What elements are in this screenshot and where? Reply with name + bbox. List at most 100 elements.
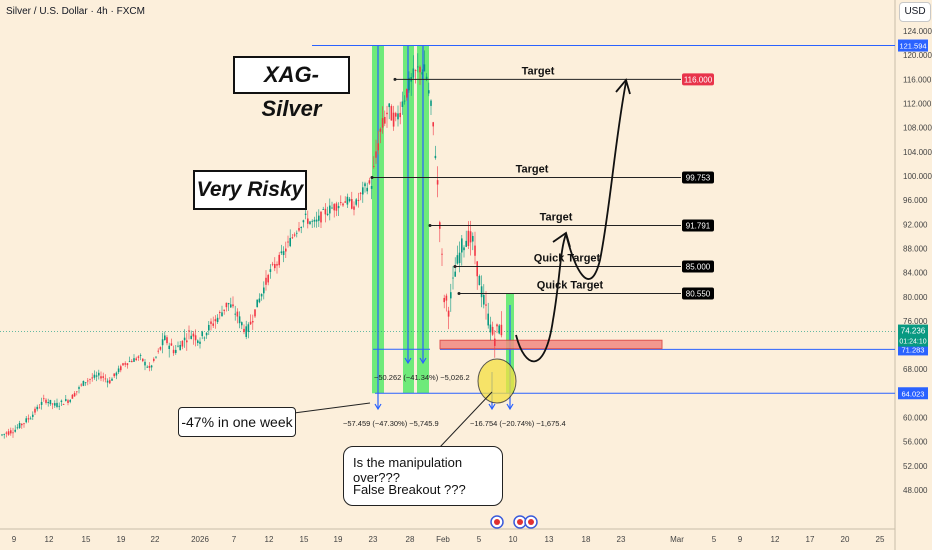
target-anchor: [370, 175, 374, 179]
candle-body: [434, 155, 437, 159]
y-tick-label: 48.000: [903, 486, 928, 495]
candle-body: [203, 337, 206, 339]
candle-body: [245, 326, 247, 337]
y-tick-label: 80.000: [903, 293, 928, 302]
y-tick-label: 96.000: [903, 196, 928, 205]
candle-body: [318, 215, 320, 221]
candle-body: [265, 277, 267, 285]
candle-body: [436, 180, 439, 185]
candle-body: [291, 237, 294, 239]
candle-body: [333, 204, 335, 211]
candle-body: [80, 384, 82, 386]
candle-body: [69, 400, 71, 402]
target-price-badge: [682, 287, 714, 300]
candle-body: [324, 208, 327, 215]
candle-body: [221, 312, 223, 317]
candle-body: [194, 335, 197, 341]
target-price-text: 80.550: [686, 289, 711, 298]
candle-body: [368, 180, 371, 184]
candle-body: [190, 335, 192, 339]
candle-body: [230, 304, 232, 308]
candle-body: [67, 400, 69, 403]
candle-body: [164, 335, 166, 340]
candle-body: [159, 347, 162, 350]
candle-body: [73, 393, 76, 397]
candle-body: [329, 205, 331, 214]
candle-body: [18, 423, 21, 428]
y-tick-label: 88.000: [903, 244, 928, 253]
candle-body: [461, 238, 463, 253]
candle-body: [300, 227, 302, 229]
y-tick-label: 116.000: [903, 75, 932, 84]
x-tick-label: 9: [738, 535, 743, 544]
candle-body: [84, 382, 87, 384]
candle-body: [104, 378, 107, 380]
candle-body: [51, 403, 54, 405]
candle-body: [260, 294, 263, 297]
target-price-text: 99.753: [686, 173, 711, 182]
candle-body: [252, 321, 254, 323]
x-tick-label: 15: [300, 535, 309, 544]
candle-body: [337, 206, 340, 209]
event-flag-dot: [528, 519, 534, 525]
y-tick-label: 120.000: [903, 51, 932, 60]
candle-body: [5, 432, 8, 434]
candle-body: [210, 321, 212, 324]
candle-body: [38, 407, 41, 409]
candle-body: [397, 113, 399, 120]
target-anchor: [453, 265, 457, 269]
candle-body: [483, 294, 485, 305]
x-tick-label: 19: [334, 535, 343, 544]
candle-body: [10, 430, 12, 434]
candle-body: [485, 304, 487, 306]
candle-body: [102, 376, 104, 378]
candle-body: [373, 166, 375, 167]
x-tick-label: 13: [545, 535, 554, 544]
week-callout: -47% in one week: [178, 407, 296, 437]
y-tick-label: 124.000: [903, 27, 932, 36]
candle-body: [293, 234, 296, 236]
candle-body: [45, 399, 47, 403]
currency-badge[interactable]: USD: [899, 2, 931, 22]
candle-body: [78, 387, 80, 389]
target-label: Target: [516, 163, 549, 175]
candle-body: [54, 403, 56, 406]
candle-body: [219, 312, 221, 314]
x-tick-label: 15: [82, 535, 91, 544]
target-anchor: [428, 224, 432, 228]
candle-body: [60, 400, 63, 402]
event-flag-dot: [494, 519, 500, 525]
candle-body: [179, 344, 181, 351]
candle-body: [390, 106, 393, 121]
candle-body: [150, 365, 153, 368]
candle-body: [128, 361, 131, 362]
candle-body: [12, 432, 14, 434]
candle-body: [47, 402, 49, 404]
candle-body: [408, 77, 410, 91]
candle-body: [157, 350, 159, 352]
candle-body: [7, 431, 10, 435]
candle-body: [120, 366, 122, 371]
target-label: Quick Target: [537, 279, 604, 291]
symbol-title: Silver / U.S. Dollar · 4h · FXCM: [6, 6, 145, 17]
candle-body: [89, 379, 91, 380]
candle-body: [496, 324, 498, 327]
candle-body: [474, 245, 476, 256]
candle-body: [91, 377, 93, 379]
highlight-circle: [477, 358, 517, 404]
candle-body: [340, 202, 342, 203]
candle-body: [447, 310, 450, 317]
candle-body: [417, 66, 419, 68]
candle-body: [122, 363, 124, 366]
current-price-text: 74.236: [901, 327, 926, 336]
candle-body: [23, 423, 25, 425]
axis-price-text: 121.594: [899, 42, 926, 51]
candle-body: [199, 341, 201, 344]
candle-body: [280, 251, 283, 254]
candle-body: [392, 112, 395, 127]
candle-body: [320, 211, 322, 223]
candle-body: [142, 358, 144, 362]
candle-body: [454, 271, 456, 277]
candle-body: [386, 112, 388, 115]
candle-body: [344, 201, 346, 203]
